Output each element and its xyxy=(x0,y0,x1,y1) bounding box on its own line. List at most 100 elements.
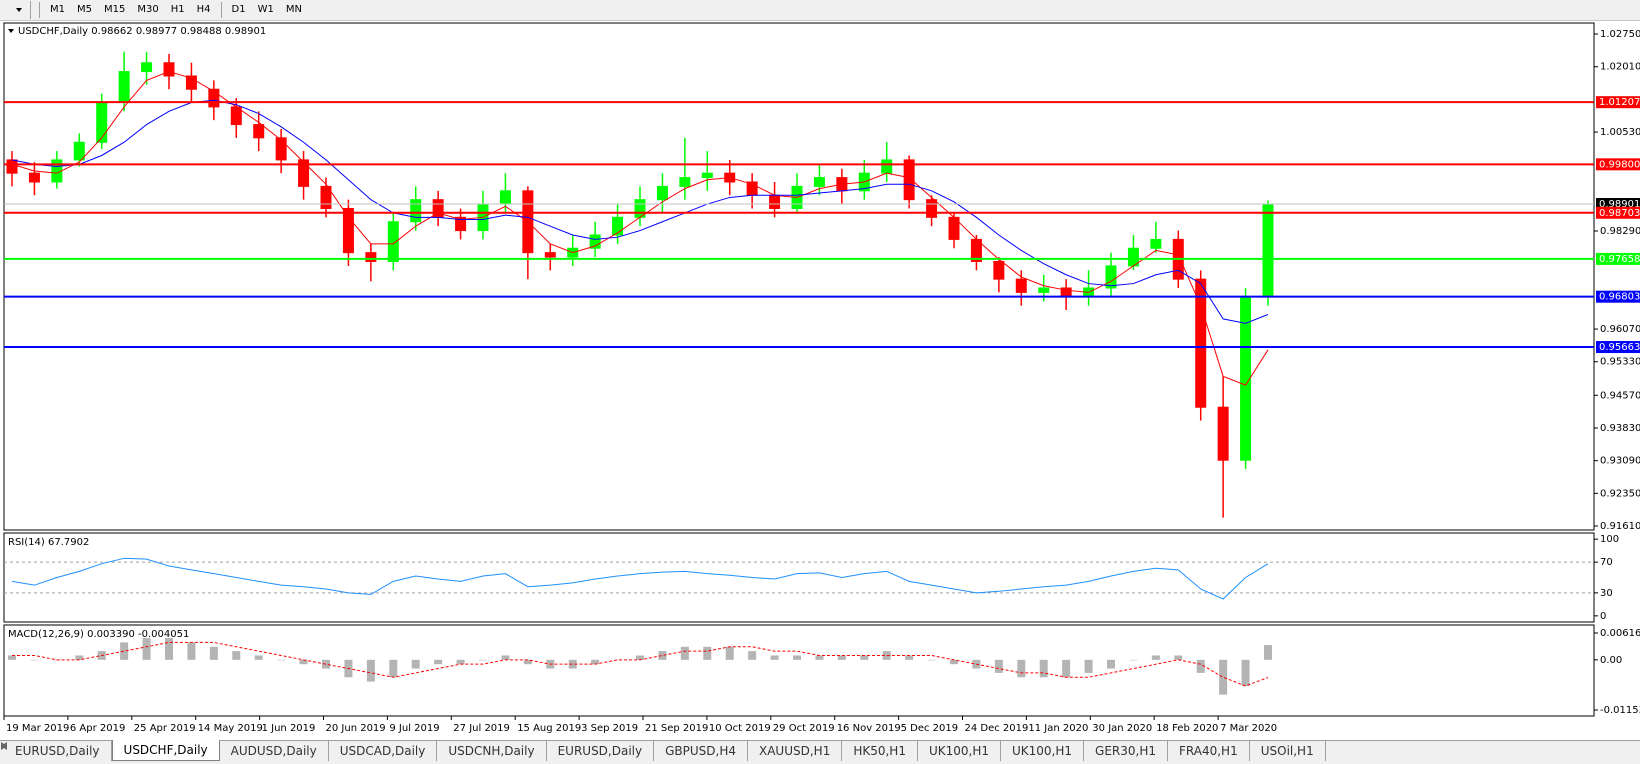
date-label: 16 Nov 2019 xyxy=(837,723,901,734)
date-label: 21 Sep 2019 xyxy=(645,723,708,734)
toolbar-separator xyxy=(39,2,40,18)
chart-tab[interactable]: XAUUSD,H1 xyxy=(748,741,843,761)
candle-body xyxy=(1150,238,1162,249)
candle-body xyxy=(544,252,556,258)
chart-tab[interactable]: GBPUSD,H4 xyxy=(654,741,748,761)
y-tick-label: 0.93830 xyxy=(1600,423,1640,434)
date-label: 5 Dec 2019 xyxy=(901,723,959,734)
histogram-bar xyxy=(1264,645,1272,660)
y-tick-label: -0.011531 xyxy=(1600,705,1640,716)
chart-tab[interactable]: USDCAD,Daily xyxy=(329,741,438,761)
chart-tab[interactable]: EURUSD,Daily xyxy=(547,741,655,761)
y-tick-label: 1.00530 xyxy=(1600,127,1640,138)
candle-body xyxy=(589,234,601,249)
y-tick-label: 100 xyxy=(1600,534,1619,545)
histogram-bar xyxy=(994,659,1003,673)
date-label: 7 Mar 2020 xyxy=(1220,723,1277,734)
histogram-bar xyxy=(1062,659,1071,678)
candle-body xyxy=(185,75,197,90)
candle-body xyxy=(365,252,377,262)
histogram-bar xyxy=(815,655,824,660)
chart-tab[interactable]: HK50,H1 xyxy=(842,741,918,761)
histogram-bar xyxy=(591,659,600,665)
date-label: 25 Apr 2019 xyxy=(134,723,196,734)
candle-body xyxy=(163,62,175,77)
histogram-bar xyxy=(322,659,330,669)
histogram-bar xyxy=(1107,659,1115,669)
histogram-bar xyxy=(793,655,801,660)
level-label: 0.97658 xyxy=(1599,254,1640,265)
period-button[interactable]: M5 xyxy=(77,4,92,15)
candle-body xyxy=(342,207,354,254)
histogram-bar xyxy=(389,659,398,678)
histogram-bar xyxy=(613,659,622,661)
current-price-label: 0.98901 xyxy=(1599,199,1640,210)
chart-tab[interactable]: UK100,H1 xyxy=(1001,741,1085,761)
histogram-bar xyxy=(232,651,241,660)
moving-average xyxy=(11,71,1269,386)
level-label: 0.99800 xyxy=(1599,159,1640,170)
candle-body xyxy=(387,221,399,262)
period-button[interactable]: D1 xyxy=(231,4,246,15)
histogram-bar xyxy=(950,659,958,665)
y-tick-label: 1.02750 xyxy=(1600,29,1640,40)
indicator-line xyxy=(11,557,1269,600)
chart-tab[interactable]: USOil,H1 xyxy=(1250,741,1326,761)
histogram-bar xyxy=(411,659,420,669)
histogram-bar xyxy=(1129,659,1138,661)
y-tick-label: 0.93090 xyxy=(1600,456,1640,467)
panel-frame xyxy=(3,22,1595,531)
indicator-title: RSI(14) 67.7902 xyxy=(8,537,89,548)
chart-tab[interactable]: GER30,H1 xyxy=(1084,741,1168,761)
histogram-bar xyxy=(748,651,757,660)
date-label: 3 Sep 2019 xyxy=(581,723,638,734)
period-button[interactable]: M30 xyxy=(137,4,159,15)
date-label: 1 Jun 2019 xyxy=(262,723,316,734)
histogram-bar xyxy=(501,655,510,660)
panel-frame xyxy=(3,532,1595,623)
y-tick-label: 70 xyxy=(1600,557,1613,568)
tab-right-arrow[interactable] xyxy=(0,741,8,751)
histogram-bar xyxy=(725,646,734,660)
chart-tab[interactable]: FRA40,H1 xyxy=(1168,741,1250,761)
chart-tab[interactable]: AUDUSD,Daily xyxy=(220,741,329,761)
chart-tab[interactable]: USDCHF,Daily xyxy=(111,740,220,761)
period-toolbar: M1 M5 M15 M30 H1 H4 D1 W1 MN xyxy=(0,0,1640,21)
histogram-bar xyxy=(927,659,936,661)
candle-body xyxy=(208,88,220,108)
level-label: 0.98703 xyxy=(1599,208,1640,219)
indicator-title: MACD(12,26,9) 0.003390 -0.004051 xyxy=(8,629,189,640)
candle-body xyxy=(1217,406,1229,461)
chart-tab[interactable]: EURUSD,Daily xyxy=(4,741,112,761)
tab-scroll[interactable] xyxy=(1,741,1640,750)
period-button[interactable]: M15 xyxy=(104,4,126,15)
period-button[interactable]: H4 xyxy=(196,4,211,15)
date-label: 6 Apr 2019 xyxy=(70,723,125,734)
y-tick-label: 0.92350 xyxy=(1600,488,1640,499)
period-button[interactable]: H1 xyxy=(170,4,185,15)
chart-tab[interactable]: UK100,H1 xyxy=(918,741,1001,761)
candle-body xyxy=(253,124,265,139)
toolbar-separator xyxy=(220,2,222,18)
candle-body xyxy=(410,199,422,223)
chart-tab[interactable]: USDCNH,Daily xyxy=(437,741,547,761)
candle-body xyxy=(903,159,915,201)
level-label: 1.01207 xyxy=(1599,97,1640,108)
histogram-bar xyxy=(680,646,689,660)
candle-body xyxy=(275,137,287,161)
dropdown-icon xyxy=(16,8,22,12)
date-label: 11 Jan 2020 xyxy=(1028,723,1088,734)
period-button[interactable]: M1 xyxy=(50,4,65,15)
histogram-bar xyxy=(882,651,891,660)
histogram-bar xyxy=(75,655,84,660)
y-tick-label: 0.91610 xyxy=(1600,521,1640,532)
signal-line xyxy=(12,641,1269,687)
histogram-bar xyxy=(30,659,39,661)
candle-body xyxy=(96,101,108,143)
histogram-bar xyxy=(1219,659,1228,695)
period-button[interactable]: W1 xyxy=(257,4,274,15)
level-label-box xyxy=(1596,252,1640,265)
period-button[interactable]: MN xyxy=(285,4,302,15)
histogram-bar xyxy=(1174,655,1183,660)
